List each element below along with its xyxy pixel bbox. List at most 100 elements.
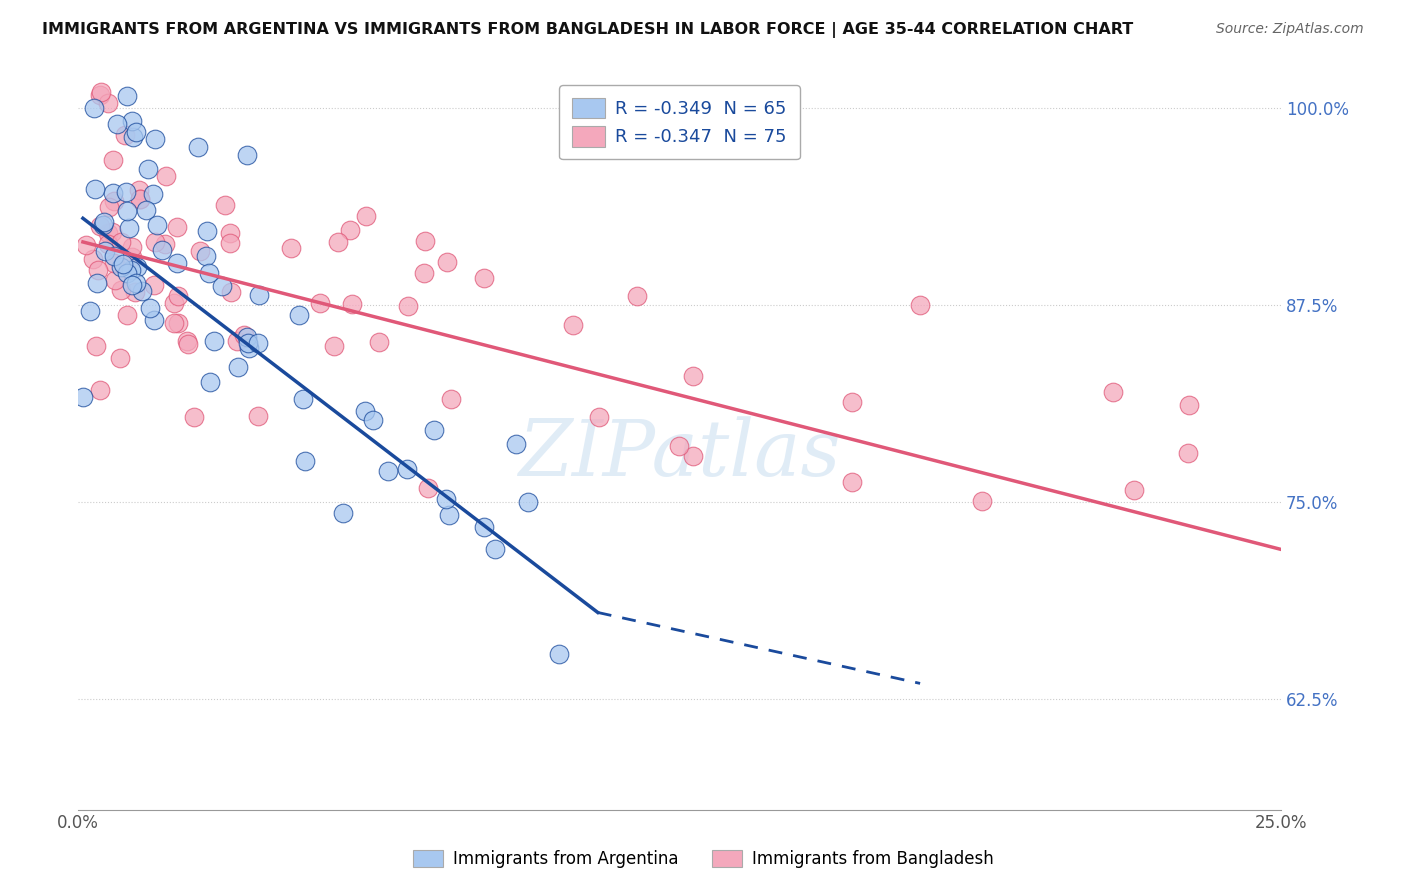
Point — [93, 215, 115, 229]
Point — [150, 244, 173, 258]
Point — [294, 454, 316, 468]
Point — [163, 296, 186, 310]
Point — [970, 493, 993, 508]
Point — [291, 392, 314, 406]
Point — [1178, 398, 1201, 412]
Point — [682, 449, 704, 463]
Point — [354, 210, 377, 224]
Point — [105, 117, 128, 131]
Point — [198, 266, 221, 280]
Point — [219, 235, 242, 250]
Point — [89, 219, 111, 233]
Point — [121, 277, 143, 292]
Point — [200, 375, 222, 389]
Point — [89, 87, 111, 102]
Point — [110, 351, 132, 365]
Point — [115, 186, 138, 200]
Point — [112, 257, 135, 271]
Point — [121, 250, 143, 264]
Point — [97, 95, 120, 110]
Point — [342, 296, 364, 310]
Point — [377, 464, 399, 478]
Point — [434, 492, 457, 507]
Point — [167, 316, 190, 330]
Point — [166, 256, 188, 270]
Point — [121, 113, 143, 128]
Point — [79, 304, 101, 318]
Legend: Immigrants from Argentina, Immigrants from Bangladesh: Immigrants from Argentina, Immigrants fr… — [406, 843, 1000, 875]
Point — [72, 390, 94, 404]
Point — [396, 299, 419, 313]
Point — [353, 404, 375, 418]
Point — [396, 462, 419, 476]
Point — [115, 203, 138, 218]
Point — [122, 130, 145, 145]
Point — [326, 235, 349, 249]
Point — [127, 260, 149, 275]
Point — [143, 278, 166, 293]
Point — [439, 392, 461, 407]
Text: ZIPatlas: ZIPatlas — [519, 416, 841, 492]
Point — [136, 161, 159, 176]
Point — [142, 187, 165, 202]
Point — [176, 336, 198, 351]
Point — [101, 186, 124, 201]
Point — [841, 475, 863, 489]
Text: Source: ZipAtlas.com: Source: ZipAtlas.com — [1216, 22, 1364, 37]
Point — [436, 255, 458, 269]
Point — [103, 249, 125, 263]
Point — [176, 334, 198, 348]
Point — [472, 519, 495, 533]
Point — [83, 101, 105, 115]
Point — [195, 224, 218, 238]
Point — [114, 128, 136, 142]
Point — [183, 410, 205, 425]
Point — [94, 244, 117, 258]
Point — [103, 194, 125, 208]
Point — [115, 88, 138, 103]
Point — [166, 220, 188, 235]
Point — [131, 284, 153, 298]
Point — [142, 312, 165, 326]
Point — [129, 192, 152, 206]
Text: IMMIGRANTS FROM ARGENTINA VS IMMIGRANTS FROM BANGLADESH IN LABOR FORCE | AGE 35-: IMMIGRANTS FROM ARGENTINA VS IMMIGRANTS … — [42, 22, 1133, 38]
Point — [235, 148, 257, 162]
Point — [187, 140, 209, 154]
Point — [125, 125, 148, 139]
Point — [139, 301, 162, 315]
Point — [103, 153, 125, 168]
Point — [84, 339, 107, 353]
Point — [128, 183, 150, 197]
Point — [91, 218, 114, 232]
Point — [682, 368, 704, 383]
Point — [143, 235, 166, 250]
Point — [101, 225, 124, 239]
Point — [117, 221, 139, 235]
Point — [202, 334, 225, 348]
Point — [474, 271, 496, 285]
Point — [86, 276, 108, 290]
Point — [87, 262, 110, 277]
Point — [288, 308, 311, 322]
Point — [218, 227, 240, 241]
Point — [547, 647, 569, 661]
Point — [516, 495, 538, 509]
Point — [97, 200, 120, 214]
Point — [155, 169, 177, 184]
Point — [166, 289, 188, 303]
Point — [322, 338, 344, 352]
Point — [110, 283, 132, 297]
Point — [1177, 446, 1199, 460]
Point — [214, 198, 236, 212]
Point — [121, 240, 143, 254]
Point — [416, 482, 439, 496]
Point — [226, 359, 249, 374]
Point — [117, 308, 139, 322]
Point — [153, 236, 176, 251]
Point — [97, 226, 120, 240]
Point — [280, 241, 302, 255]
Point — [103, 273, 125, 287]
Point — [413, 234, 436, 248]
Point — [120, 263, 142, 277]
Point — [332, 506, 354, 520]
